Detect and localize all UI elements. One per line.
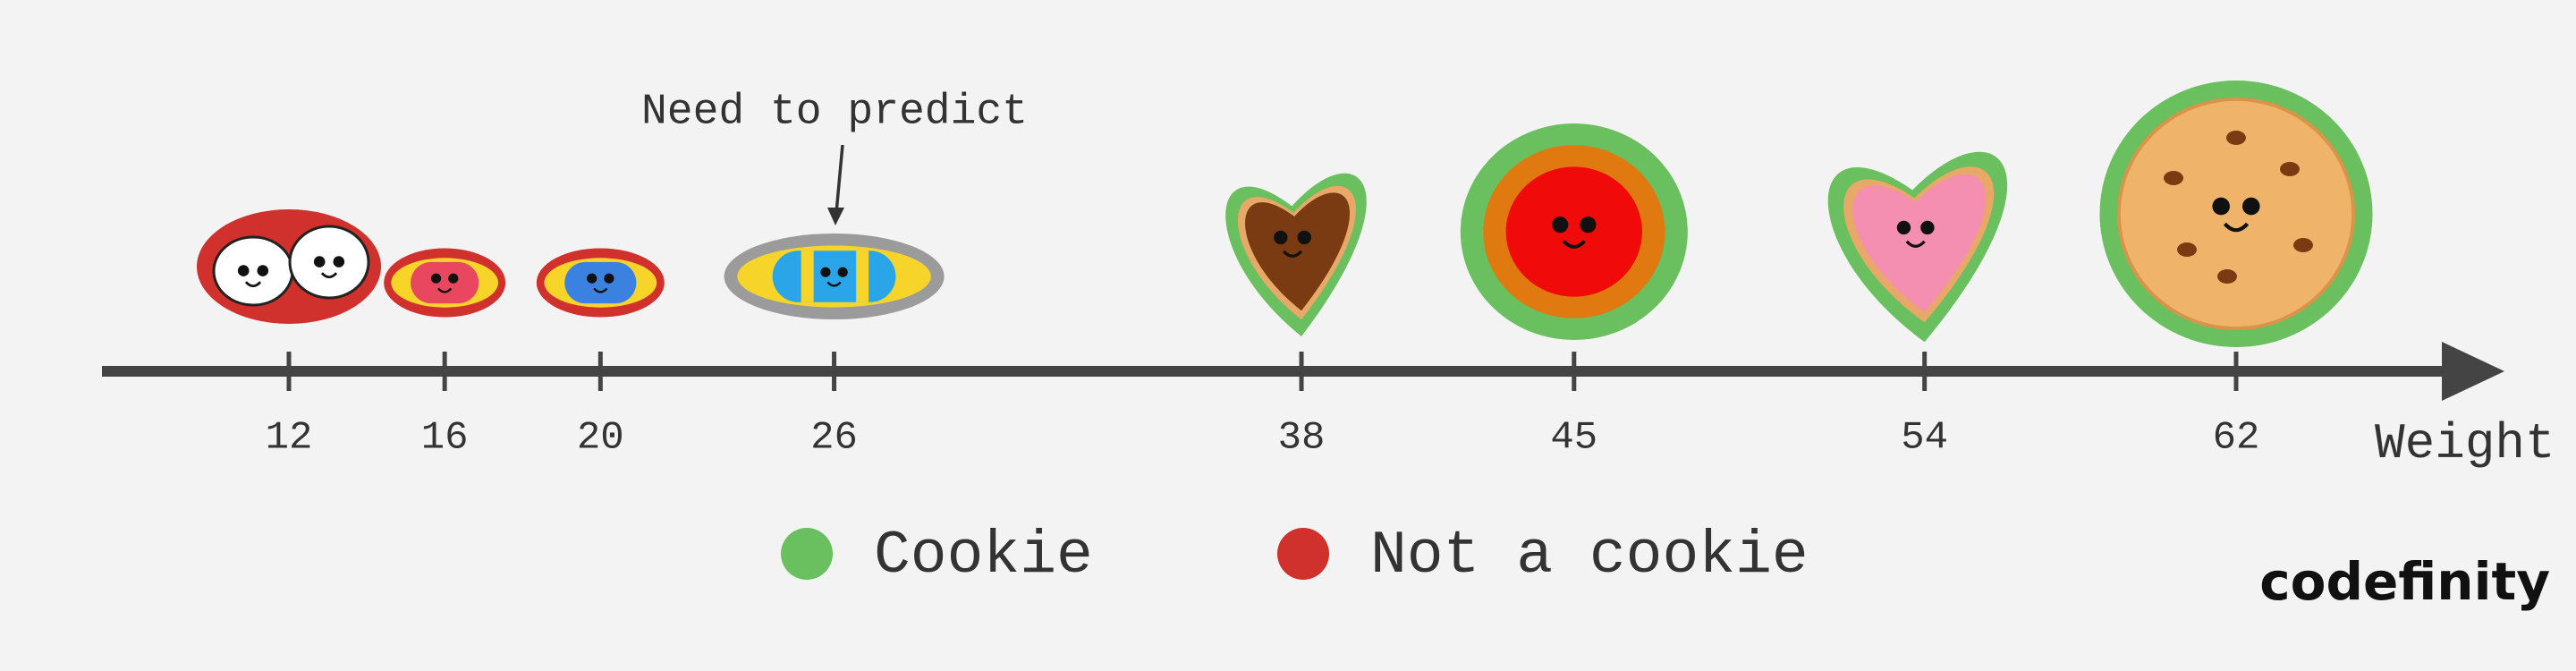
chip — [2177, 242, 2197, 257]
tick-label: 16 — [421, 416, 469, 461]
chip — [2217, 269, 2237, 284]
item-body — [411, 261, 479, 304]
eye — [313, 256, 326, 268]
item-icon — [384, 248, 506, 318]
annotation-arrow — [835, 144, 844, 214]
legend-label: Not a cookie — [1370, 522, 1809, 590]
axis-arrow — [2442, 342, 2504, 401]
tick-label: 38 — [1278, 416, 1326, 461]
smile — [1905, 240, 1926, 248]
eye — [1580, 217, 1597, 234]
smile — [437, 287, 453, 293]
eye — [587, 273, 597, 284]
smile — [2223, 222, 2250, 233]
chip — [2164, 171, 2183, 185]
eye — [604, 273, 614, 284]
tick-label: 20 — [577, 416, 624, 461]
item-icon — [536, 248, 665, 318]
item-body — [288, 225, 370, 300]
annotation-arrowhead — [827, 208, 844, 225]
eye — [837, 267, 848, 277]
item-body — [772, 251, 896, 302]
smile — [320, 272, 338, 279]
eye — [1896, 220, 1911, 235]
chip — [2280, 162, 2300, 176]
smile — [593, 287, 608, 293]
eye — [820, 267, 831, 277]
axis-label: Weight — [2375, 415, 2555, 472]
item-icon — [197, 209, 381, 324]
eye — [2242, 197, 2260, 216]
item-body — [2116, 97, 2356, 331]
chip — [2226, 131, 2246, 145]
eye — [237, 265, 250, 276]
legend-marker — [1277, 528, 1329, 580]
chip — [2293, 238, 2313, 252]
eye — [1552, 217, 1569, 234]
eye — [333, 256, 345, 268]
smile — [1562, 240, 1586, 249]
smile — [1282, 250, 1303, 258]
annotation: Need to predict — [641, 89, 1028, 137]
item-body — [1852, 174, 1987, 312]
item-icon — [2099, 81, 2373, 347]
eye — [1297, 230, 1311, 245]
eye — [257, 265, 269, 276]
tick-label: 45 — [1550, 416, 1597, 461]
smile — [244, 281, 262, 288]
stripe — [856, 251, 869, 302]
item-icon — [724, 234, 945, 319]
item-body — [1505, 166, 1643, 297]
item-body — [1245, 192, 1351, 311]
legend-label: Cookie — [874, 522, 1093, 590]
tick-label: 62 — [2213, 416, 2260, 461]
eye — [448, 273, 459, 284]
item-icon — [1827, 151, 2008, 343]
item-body — [564, 261, 637, 304]
eye — [430, 273, 442, 284]
tick-label: 26 — [810, 416, 858, 461]
tick-label: 12 — [266, 416, 313, 461]
eye — [1274, 230, 1288, 245]
item-body — [212, 235, 294, 307]
smile — [826, 281, 842, 287]
tick-label: 54 — [1901, 416, 1948, 461]
stripe — [801, 251, 814, 302]
item-icon — [1225, 173, 1367, 336]
item-icon — [1460, 123, 1688, 340]
logo: codefinity — [2259, 551, 2550, 612]
eye — [2212, 197, 2230, 216]
eye — [1920, 220, 1935, 235]
legend-marker — [781, 528, 833, 580]
